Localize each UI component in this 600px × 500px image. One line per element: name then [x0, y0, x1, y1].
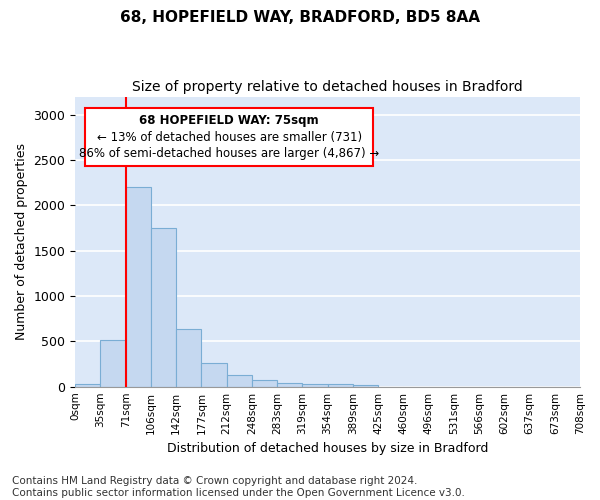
Bar: [302, 384, 328, 386]
Y-axis label: Number of detached properties: Number of detached properties: [15, 143, 28, 340]
Bar: [328, 384, 353, 386]
Bar: [100, 340, 125, 386]
Bar: [75, 384, 100, 386]
Bar: [227, 375, 252, 386]
Bar: [125, 187, 151, 386]
X-axis label: Distribution of detached houses by size in Bradford: Distribution of detached houses by size …: [167, 442, 488, 455]
Title: Size of property relative to detached houses in Bradford: Size of property relative to detached ho…: [132, 80, 523, 94]
Bar: [252, 380, 277, 386]
Bar: [202, 363, 227, 386]
Bar: [353, 385, 378, 386]
FancyBboxPatch shape: [85, 108, 373, 166]
Text: 68 HOPEFIELD WAY: 75sqm: 68 HOPEFIELD WAY: 75sqm: [139, 114, 319, 128]
Bar: [176, 328, 202, 386]
Bar: [151, 228, 176, 386]
Text: Contains HM Land Registry data © Crown copyright and database right 2024.
Contai: Contains HM Land Registry data © Crown c…: [12, 476, 465, 498]
Text: ← 13% of detached houses are smaller (731): ← 13% of detached houses are smaller (73…: [97, 130, 362, 143]
Bar: [277, 383, 302, 386]
Text: 86% of semi-detached houses are larger (4,867) →: 86% of semi-detached houses are larger (…: [79, 147, 379, 160]
Text: 68, HOPEFIELD WAY, BRADFORD, BD5 8AA: 68, HOPEFIELD WAY, BRADFORD, BD5 8AA: [120, 10, 480, 25]
